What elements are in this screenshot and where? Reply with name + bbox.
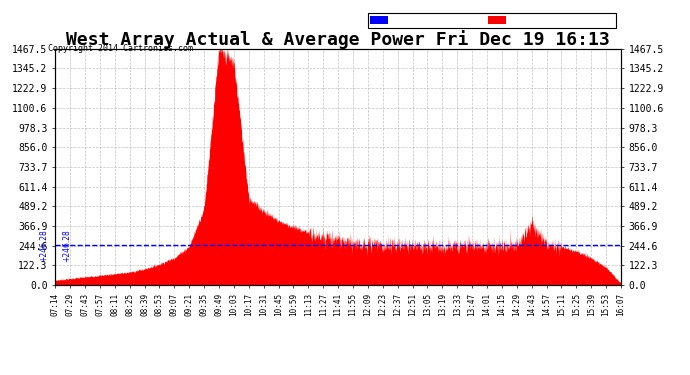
Legend: Average  (DC Watts), West Array  (DC Watts): Average (DC Watts), West Array (DC Watts… [368, 13, 616, 28]
Text: Copyright 2014 Cartronics.com: Copyright 2014 Cartronics.com [48, 44, 193, 52]
Text: +246.28: +246.28 [39, 229, 48, 262]
Title: West Array Actual & Average Power Fri Dec 19 16:13: West Array Actual & Average Power Fri De… [66, 30, 610, 49]
Text: +246.28: +246.28 [63, 229, 72, 262]
